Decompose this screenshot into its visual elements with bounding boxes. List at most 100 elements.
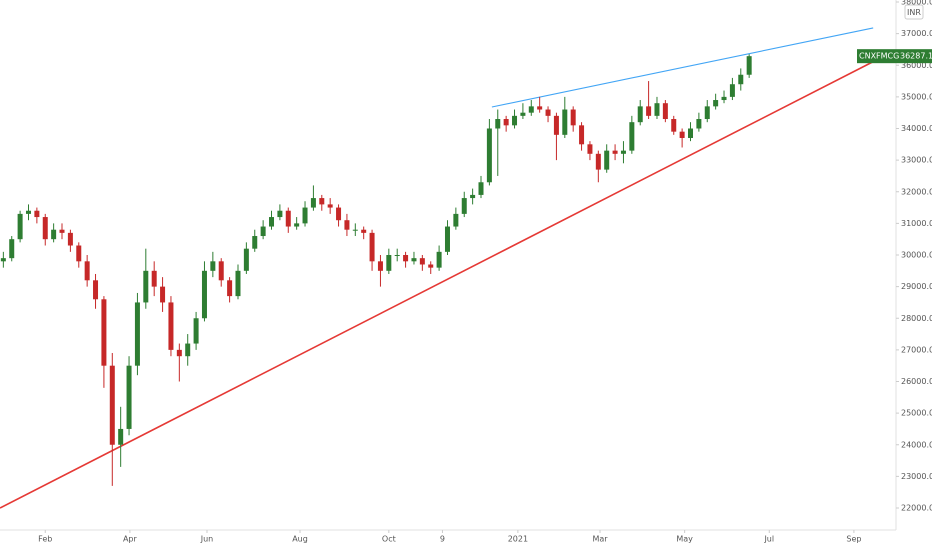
candle-body [654, 103, 660, 116]
candle-body [495, 119, 501, 129]
candle-body [160, 286, 166, 303]
x-tick-label: Oct [382, 535, 396, 544]
candle-body [411, 258, 417, 262]
x-tick-label: 9 [440, 535, 445, 544]
candle-body [688, 128, 694, 138]
candle-body [637, 106, 643, 123]
y-tick-label: 34000.00 [901, 124, 932, 133]
candle-body [679, 131, 685, 138]
candle-body [403, 255, 409, 262]
candle-body [470, 194, 476, 199]
candle-body [93, 280, 99, 300]
candle-body [579, 125, 585, 145]
candle-body [126, 365, 132, 429]
currency-box [904, 4, 924, 20]
x-tick-label: Aug [292, 535, 308, 544]
candle-body [9, 239, 15, 259]
candle-body [595, 153, 601, 170]
trend-line [0, 49, 897, 509]
candle-body [545, 109, 551, 116]
candle-body [738, 74, 744, 85]
y-tick-label: 25000.00 [901, 409, 932, 418]
candle-body [218, 261, 224, 281]
candle-body [361, 229, 367, 233]
candle-body [84, 261, 90, 281]
candle-body [51, 229, 57, 240]
series-name: CNXFMCG [859, 52, 899, 61]
candle-body [294, 223, 300, 227]
candle-body [620, 150, 626, 154]
candle-body [453, 213, 459, 227]
y-tick-label: 24000.00 [901, 440, 932, 449]
candle-body [721, 96, 727, 101]
candle-body [118, 428, 124, 445]
candle-body [369, 232, 375, 262]
candle-body [193, 318, 199, 344]
candle-body [377, 261, 383, 271]
y-tick-label: 38000.00 [901, 0, 932, 7]
candle-body [587, 144, 593, 154]
candle-body [260, 226, 266, 237]
candle-body [503, 119, 509, 126]
x-tick-label: Jul [763, 535, 774, 544]
candle-body [562, 109, 568, 135]
candle-body [76, 245, 82, 262]
candle-body [696, 119, 702, 129]
candle-body [629, 122, 635, 151]
y-tick-label: 29000.00 [901, 282, 932, 291]
last-price-box [857, 49, 932, 64]
y-tick-label: 31000.00 [901, 219, 932, 228]
candle-body [336, 207, 342, 221]
candle-body [478, 182, 484, 195]
candle-body [512, 115, 518, 126]
candle-body [419, 258, 425, 265]
candle-body [319, 198, 325, 205]
candle-body [344, 220, 350, 230]
candle-body [67, 232, 73, 246]
candle-body [252, 236, 258, 249]
y-tick-label: 33000.00 [901, 156, 932, 165]
y-tick-label: 26000.00 [901, 377, 932, 386]
candle-body [746, 56, 752, 75]
candle-body [210, 261, 216, 271]
candle-body [352, 229, 358, 231]
last-price: 36287.15 [900, 52, 932, 61]
candle-body [486, 128, 492, 183]
candle-body [436, 251, 442, 268]
candle-body [444, 226, 450, 252]
y-tick-label: 36000.00 [901, 61, 932, 70]
candle-body [428, 264, 434, 268]
y-tick-label: 37000.00 [901, 29, 932, 38]
candle-body [520, 112, 526, 116]
x-tick-label: Jun [200, 535, 214, 544]
candle-body [143, 270, 149, 303]
candle-body [461, 198, 467, 214]
candle-body [646, 106, 652, 116]
candle-body [134, 302, 140, 366]
candle-body [612, 150, 618, 154]
candle-body [101, 299, 107, 366]
candle-body [0, 258, 6, 262]
candle-body [604, 150, 610, 170]
candle-body [386, 255, 392, 271]
candle-body [729, 84, 735, 97]
y-tick-label: 23000.00 [901, 472, 932, 481]
x-tick-label: Apr [123, 535, 138, 544]
x-tick-label: Sep [846, 535, 861, 544]
candle-body [235, 270, 241, 297]
y-tick-label: 30000.00 [901, 251, 932, 260]
y-tick-label: 28000.00 [901, 314, 932, 323]
candle-body [671, 119, 677, 132]
candle-body [528, 106, 534, 113]
candle-body [59, 229, 65, 233]
candle-body [302, 207, 308, 224]
candle-body [17, 213, 23, 240]
x-tick-label: Feb [38, 535, 52, 544]
candle-body [42, 217, 48, 240]
y-tick-label: 27000.00 [901, 345, 932, 354]
candle-body [553, 115, 559, 135]
y-tick-label: 32000.00 [901, 187, 932, 196]
candle-body [243, 248, 249, 271]
